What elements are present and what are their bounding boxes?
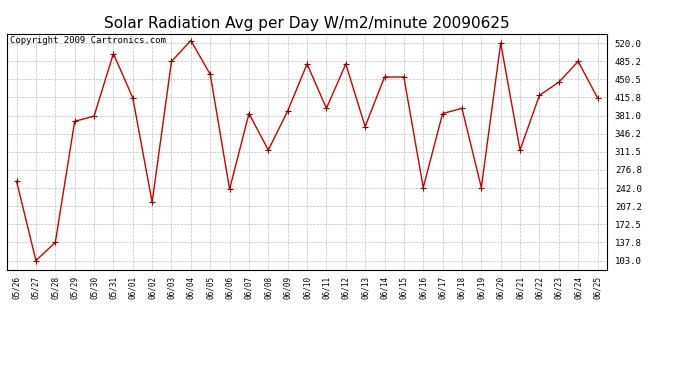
Text: Copyright 2009 Cartronics.com: Copyright 2009 Cartronics.com xyxy=(10,36,166,45)
Title: Solar Radiation Avg per Day W/m2/minute 20090625: Solar Radiation Avg per Day W/m2/minute … xyxy=(104,16,510,31)
